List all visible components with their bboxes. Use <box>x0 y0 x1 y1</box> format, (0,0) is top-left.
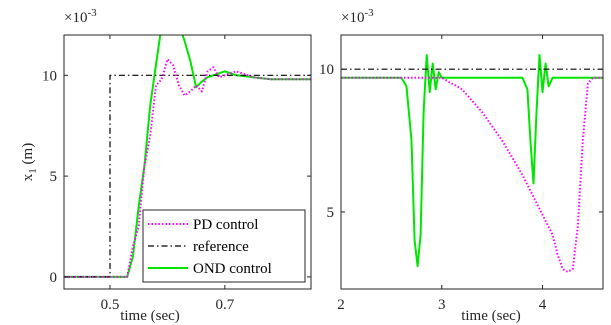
left-y-axis-label-unit: (m) <box>20 143 36 168</box>
left-series-pd-control <box>64 58 311 278</box>
right-series-ond-control <box>341 54 603 268</box>
right-y-tick-label: 5 <box>327 205 335 221</box>
left-series-reference <box>64 74 311 278</box>
left-x-tick-label: 0.5 <box>101 297 120 313</box>
left-y-tick-label: 10 <box>42 68 57 84</box>
legend-label-ond: OND control <box>193 261 272 277</box>
legend-box <box>142 209 306 283</box>
right-y-exponent: ×10-3 <box>341 7 374 26</box>
legend: PD control reference OND control <box>142 209 306 283</box>
left-x-axis-label: time (sec) <box>120 308 180 324</box>
right-y-tick-label: 10 <box>319 62 334 78</box>
left-y-axis-label: x1 (m) <box>20 143 39 181</box>
left-x-tick-label: 0.7 <box>215 297 234 313</box>
right-axes-box <box>340 34 604 290</box>
left-y-tick-label: 0 <box>50 270 58 286</box>
right-x-axis-label: time (sec) <box>461 308 521 324</box>
left-y-tick-label: 5 <box>50 169 58 185</box>
right-plot: ×10-3 2 3 4 5 10 time (sec) <box>319 7 604 324</box>
right-y-exponent-power: -3 <box>364 7 374 19</box>
right-x-tick-label: 2 <box>337 297 345 313</box>
legend-label-reference: reference <box>193 239 249 255</box>
left-plot: ×10-3 0.5 0.7 0 5 10 x1 (m) time (sec) PD co… <box>20 7 312 324</box>
left-axes-box <box>63 34 312 290</box>
right-x-tick-label: 3 <box>438 297 446 313</box>
left-y-axis-label-sub: 1 <box>27 168 39 174</box>
right-x-tick-label: 4 <box>539 297 547 313</box>
left-y-exponent: ×10-3 <box>64 7 97 26</box>
legend-label-pd: PD control <box>193 217 258 233</box>
left-y-exponent-power: -3 <box>87 7 97 19</box>
